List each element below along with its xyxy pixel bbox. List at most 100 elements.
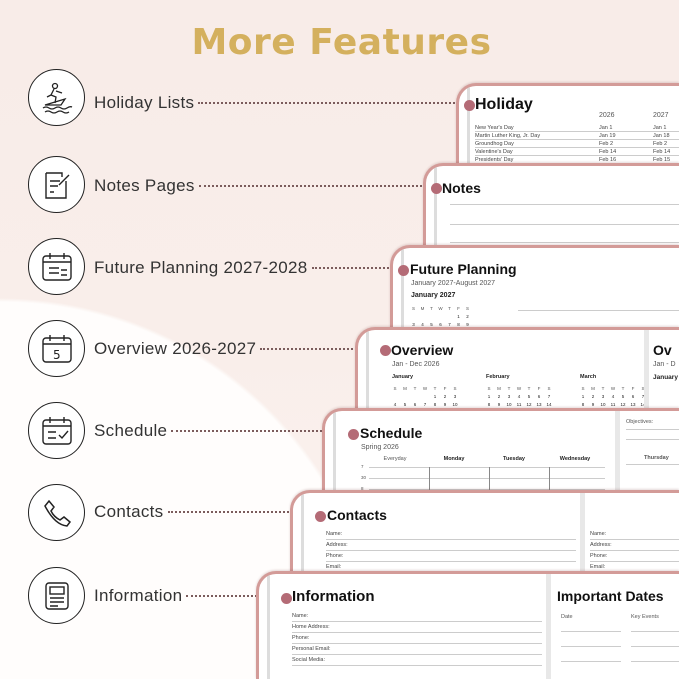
event-line xyxy=(631,631,679,632)
month-label: January 2027 xyxy=(411,292,456,299)
note-line xyxy=(450,242,679,243)
day-number: 1 xyxy=(581,394,585,399)
day-number: 14 xyxy=(546,402,552,407)
day-number: 6 xyxy=(439,322,442,327)
weekday-label: M xyxy=(591,386,595,391)
card-title: Contacts xyxy=(327,507,387,523)
holiday-row: Groundhog Day Feb 2 Feb 2 xyxy=(475,140,679,148)
field-row: Name: xyxy=(326,529,576,540)
day-number: 9 xyxy=(497,402,501,407)
weekday-label: S xyxy=(393,386,397,391)
card-title: Important Dates xyxy=(557,588,664,604)
day-number: 9 xyxy=(443,402,447,407)
day-number: 4 xyxy=(517,394,521,399)
day-number xyxy=(390,394,400,399)
feature-notes-pages[interactable]: Notes Pages xyxy=(94,175,434,197)
feature-label: Schedule xyxy=(94,421,168,440)
weekday-label: F xyxy=(457,306,460,311)
day-number: 8 xyxy=(487,402,491,407)
day-number xyxy=(400,394,410,399)
day-number xyxy=(427,314,436,319)
weekday-label: F xyxy=(443,386,447,391)
card-subtitle: Jan - D xyxy=(653,361,676,368)
objective-line xyxy=(626,439,679,440)
holiday-card: Holiday 2026 2027 New Year's Day Jan 1 Jan… xyxy=(456,83,679,173)
holiday-row: New Year's Day Jan 1 Jan 1 xyxy=(475,124,679,132)
field-row: Phone: xyxy=(326,551,576,562)
day-number: 1 xyxy=(487,394,491,399)
column-divider xyxy=(489,467,490,498)
date-line xyxy=(561,661,621,662)
weekday-label: S xyxy=(641,386,645,391)
month-label: January xyxy=(653,374,678,381)
time-label: 30 xyxy=(361,475,367,480)
calendar-date-icon: 5 xyxy=(28,320,85,377)
holiday-name: Martin Luther King, Jr. Day xyxy=(475,133,541,139)
weekday-label: S xyxy=(465,306,469,311)
schedule-line xyxy=(626,464,679,465)
holiday-date: Feb 14 xyxy=(599,149,617,155)
day-number xyxy=(409,314,418,319)
spine xyxy=(434,166,437,253)
day-number: 10 xyxy=(452,402,458,407)
day-header: Thursday xyxy=(644,455,669,461)
dotted-leader xyxy=(311,267,400,269)
day-number: 6 xyxy=(413,402,417,407)
field-row: Phone: xyxy=(292,633,542,644)
overview-card: Overview Jan - Dec 2026 January S M T W T F S 1 2… xyxy=(355,327,679,417)
day-number: 5 xyxy=(621,394,625,399)
day-number: 2 xyxy=(443,394,447,399)
calendar-icon xyxy=(28,238,85,295)
feature-schedule[interactable]: Schedule xyxy=(94,420,350,442)
surfer-icon xyxy=(28,69,85,126)
dotted-leader xyxy=(186,595,285,597)
contacts-card: Contacts Name: Address: Phone: Email: Name:… xyxy=(290,490,679,580)
feature-information[interactable]: Information xyxy=(94,585,285,607)
column-header: Date xyxy=(561,614,573,620)
weekday-label: W xyxy=(516,386,522,391)
day-number: 10 xyxy=(600,402,606,407)
weekday-label: T xyxy=(601,386,605,391)
feature-contacts[interactable]: Contacts xyxy=(94,501,317,523)
weekday-label: W xyxy=(438,306,443,311)
dotted-leader xyxy=(260,348,384,350)
card-title: Future Planning xyxy=(410,261,517,277)
bullet-dot xyxy=(348,429,359,440)
day-number: 9 xyxy=(591,402,595,407)
day-number: 4 xyxy=(421,322,424,327)
feature-label: Holiday Lists xyxy=(94,93,195,112)
field-row: Personal Email: xyxy=(292,644,542,655)
field-row: Home Address: xyxy=(292,622,542,633)
day-number: 7 xyxy=(547,394,551,399)
calendar-date-text: 5 xyxy=(53,348,61,362)
spine xyxy=(267,574,270,679)
weekday-label: T xyxy=(448,306,451,311)
dotted-leader xyxy=(171,430,350,432)
field-row: Phone: xyxy=(590,551,679,562)
feature-overview[interactable]: Overview 2026-2027 xyxy=(94,338,384,360)
note-line xyxy=(450,204,679,205)
card-subtitle: Spring 2026 xyxy=(361,444,399,451)
day-number: 2 xyxy=(466,314,469,319)
day-number: 6 xyxy=(631,394,635,399)
day-number: 1 xyxy=(433,394,437,399)
plan-line xyxy=(518,310,679,311)
feature-future-planning[interactable]: Future Planning 2027-2028 xyxy=(94,257,400,279)
day-number: 2 xyxy=(591,394,595,399)
day-number: 5 xyxy=(403,402,407,407)
day-number: 14 xyxy=(640,402,646,407)
day-number: 12 xyxy=(526,402,532,407)
column-divider xyxy=(429,467,430,498)
day-number xyxy=(410,394,420,399)
schedule-card: Schedule Spring 2026 Everyday Monday Tuesd… xyxy=(322,408,679,498)
feature-holiday-lists[interactable]: Holiday Lists xyxy=(94,92,466,114)
weekday-label: T xyxy=(527,386,531,391)
bullet-dot xyxy=(431,183,442,194)
note-line xyxy=(450,224,679,225)
month-label: January xyxy=(392,374,414,380)
day-number xyxy=(445,314,454,319)
day-number: 5 xyxy=(527,394,531,399)
spine xyxy=(366,330,369,417)
day-number: 12 xyxy=(620,402,626,407)
